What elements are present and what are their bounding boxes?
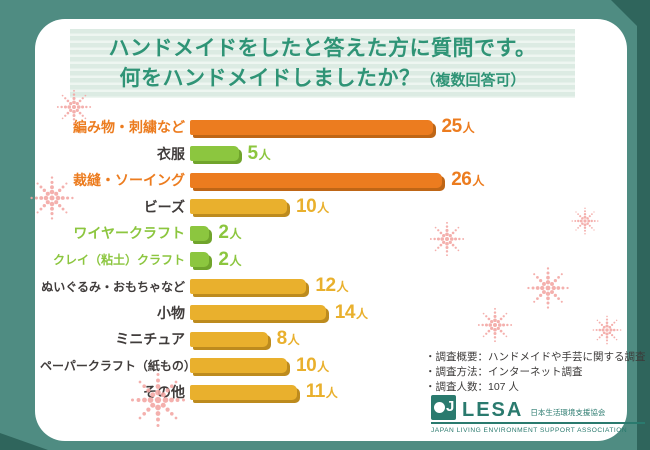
bar-value-number: 11 [305, 381, 326, 403]
bar-value-number: 26 [451, 169, 472, 191]
bar-value-number: 2 [218, 248, 229, 270]
logo-letter: J [446, 398, 455, 415]
survey-notes: ・調査概要：ハンドメイドや手芸に関する調査 ・調査方法：インターネット調査 ・調… [425, 350, 646, 395]
bar [190, 146, 239, 162]
bar-value: 12人 [315, 275, 348, 297]
chart-row: 衣服 5人 [40, 141, 615, 168]
bar-unit: 人 [317, 359, 330, 374]
bar-unit: 人 [336, 280, 349, 295]
bar-value: 8人 [277, 328, 300, 350]
bar-value-number: 14 [334, 301, 356, 323]
bar-value-number: 10 [296, 195, 317, 217]
bar-label: 衣服 [157, 145, 185, 162]
bar [190, 384, 297, 400]
bar-value-number: 5 [247, 142, 259, 164]
bar-label: 裁縫・ソーイング [73, 172, 185, 189]
title-banner: ハンドメイドをしたと答えた方に質問です。 何をハンドメイドしましたか？（複数回答… [70, 29, 575, 98]
logo-square-icon: J [431, 395, 456, 420]
bar-unit: 人 [472, 174, 485, 189]
chart-row: ワイヤークラフト 2人 [40, 220, 615, 247]
page-title-note: （複数回答可） [420, 70, 526, 89]
bar [190, 172, 443, 188]
chart-row: ぬいぐるみ・おもちゃなど 12人 [40, 273, 615, 300]
bar-value: 14人 [335, 302, 368, 324]
bar-value-number: 10 [296, 354, 317, 376]
bar-value-number: 2 [218, 222, 229, 244]
bar-value: 10人 [296, 196, 329, 218]
bar-unit: 人 [317, 200, 330, 215]
bar [190, 278, 307, 294]
bar-label: ミニチュア [115, 331, 185, 348]
chart-row: ビーズ 10人 [40, 194, 615, 221]
jlesa-logo: J LESA 日本生活環境支援協会 JAPAN LIVING ENVIRONME… [431, 395, 645, 434]
bar-value-number: 8 [276, 328, 288, 350]
bar-label: その他 [143, 384, 185, 401]
page-title-line1: ハンドメイドをしたと答えた方に質問です。 [108, 34, 537, 60]
bar [190, 199, 287, 215]
chart-row: 小物 14人 [40, 300, 615, 327]
info-card: ハンドメイドをしたと答えた方に質問です。 何をハンドメイドしましたか？（複数回答… [35, 19, 646, 441]
bar-value: 25人 [442, 116, 475, 138]
chart-row: ペーパークラフト（紙もの） 10人 [40, 353, 615, 380]
chart-row: クレイ（粘土）クラフト 2人 [40, 247, 615, 274]
logo-row: J LESA 日本生活環境支援協会 [431, 395, 645, 424]
bar-label: ワイヤークラフト [73, 225, 185, 242]
bar-label: 小物 [157, 304, 185, 321]
bar-label: ぬいぐるみ・おもちゃなど [41, 279, 185, 294]
bar-value: 10人 [296, 355, 329, 377]
chart-row: 編み物・刺繍など 25人 [40, 114, 615, 141]
bar-label: ビーズ [143, 198, 185, 215]
bar-unit: 人 [229, 227, 242, 242]
bar-label: 編み物・刺繍など [73, 119, 185, 136]
logo-circle-icon [434, 402, 445, 413]
logo-org-japanese: 日本生活環境支援協会 [530, 408, 606, 417]
bar-label: ペーパークラフト（紙もの） [40, 359, 196, 374]
note-line: ・調査人数：107 人 [425, 381, 519, 393]
bar-value: 2人 [218, 249, 241, 271]
logo-org-english: JAPAN LIVING ENVIRONMENT SUPPORT ASSOCIA… [431, 427, 628, 434]
chart-row: 裁縫・ソーイング 26人 [40, 167, 615, 194]
bar [190, 358, 287, 374]
bar-unit: 人 [462, 121, 475, 136]
bar [190, 252, 210, 268]
bar [190, 119, 433, 135]
note-line: ・調査方法：インターネット調査 [425, 366, 583, 378]
bar-value: 5人 [248, 143, 271, 165]
page-title-line2-text: 何をハンドメイドしましたか？ [119, 64, 421, 90]
bar-unit: 人 [355, 306, 368, 321]
bar [190, 225, 210, 241]
bar-unit: 人 [287, 333, 300, 348]
bar [190, 305, 326, 321]
bar-value: 11人 [306, 381, 338, 403]
chart-row: ミニチュア 8人 [40, 326, 615, 353]
bar-value: 26人 [451, 169, 484, 191]
bar-label: クレイ（粘土）クラフト [52, 253, 185, 268]
bar-unit: 人 [258, 147, 271, 162]
page-title-line2: 何をハンドメイドしましたか？（複数回答可） [119, 63, 525, 95]
bar-unit: 人 [325, 386, 338, 401]
bar-chart: 編み物・刺繍など 25人 衣服 5人 裁縫・ソーイング 26人 ビーズ 10人 … [40, 114, 615, 406]
note-line: ・調査概要：ハンドメイドや手芸に関する調査 [425, 351, 646, 363]
bar-value-number: 12 [315, 275, 336, 297]
logo-name: LESA [462, 399, 524, 421]
bar-unit: 人 [229, 253, 242, 268]
bar-value: 2人 [218, 222, 241, 244]
bar-value-number: 25 [441, 116, 463, 138]
bar [190, 331, 268, 347]
